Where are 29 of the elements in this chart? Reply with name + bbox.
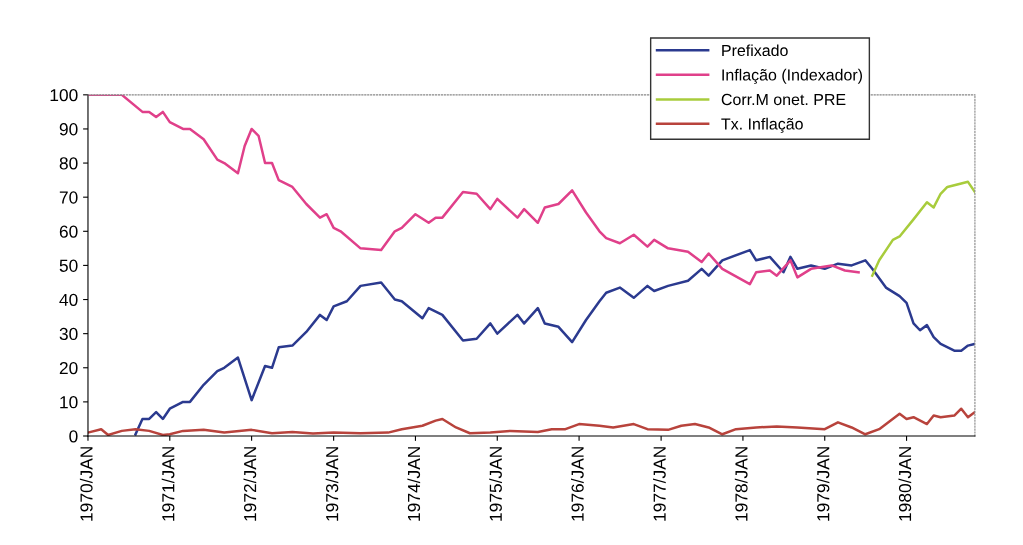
legend-label: Corr.M onet. PRE — [721, 93, 846, 106]
y-tick-label: 100 — [50, 89, 78, 102]
x-tick-label: 1978/JAN — [734, 447, 748, 521]
x-tick-label: 1975/JAN — [489, 447, 502, 521]
x-tick-label: 1972/JAN — [243, 447, 257, 521]
legend-label: Prefixado — [722, 44, 788, 57]
x-tick-label: 1973/JAN — [325, 447, 339, 521]
x-tick-label: 1974/JAN — [407, 447, 421, 521]
y-tick-label: 40 — [59, 293, 78, 306]
y-tick-label: 0 — [69, 430, 78, 443]
line-series — [871, 180, 975, 277]
x-tick-label: 1979/JAN — [816, 447, 830, 521]
x-tick-label: 1971/JAN — [161, 447, 175, 521]
y-tick-label: 80 — [59, 157, 78, 170]
x-tick-label: 1970/JAN — [79, 447, 93, 521]
line-series — [87, 94, 860, 286]
y-tick-label: 90 — [59, 123, 78, 136]
legend-label: Inflação (Indexador) — [722, 68, 862, 84]
legend-label: Tx. Inflação — [721, 117, 803, 133]
x-tick-label: 1976/JAN — [570, 447, 584, 521]
x-tick-label: 1980/JAN — [898, 447, 912, 521]
y-tick-label: 50 — [59, 259, 78, 272]
y-tick-label: 30 — [59, 327, 78, 341]
y-tick-label: 70 — [59, 191, 78, 204]
line-series — [134, 248, 975, 436]
y-tick-label: 20 — [59, 361, 78, 375]
y-tick-label: 10 — [60, 396, 78, 409]
x-tick-label: 1977/JAN — [653, 447, 666, 521]
y-tick-label: 60 — [59, 225, 78, 238]
